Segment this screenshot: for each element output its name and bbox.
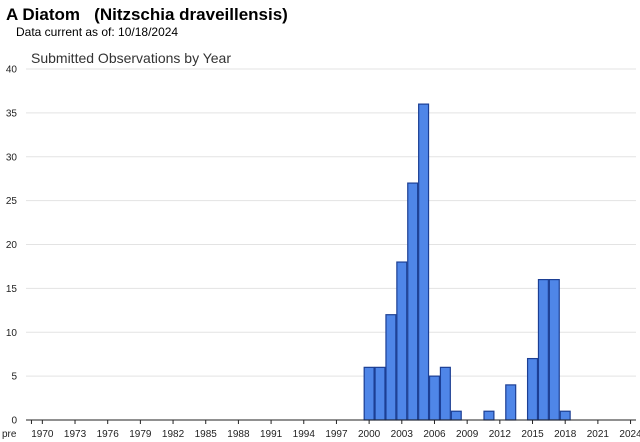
bar-2013 [505, 384, 517, 421]
bar-2006 [428, 375, 441, 421]
x-tick-label: 2009 [456, 429, 479, 440]
x-tick-label: 2021 [587, 429, 610, 440]
y-tick-label: 5 [11, 372, 17, 383]
bar-2017 [548, 279, 560, 421]
bar-2003 [396, 261, 408, 421]
x-tick-label: 1994 [293, 429, 316, 440]
x-tick-label: 2012 [489, 429, 512, 440]
bar-2007 [439, 366, 451, 421]
y-tick-label: 35 [6, 108, 18, 119]
x-axis-ticks: pre 1970 1973 1976 1979 1982 1985 1988 1991 1994 1… [2, 420, 640, 440]
y-axis-ticks: 0 5 10 15 20 25 30 35 40 [6, 65, 18, 427]
chart-title: Submitted Observations by Year [31, 50, 231, 66]
bar-2011 [483, 410, 495, 421]
bar-2008 [450, 410, 462, 421]
bar-2018 [559, 410, 571, 421]
x-tick-label: 2003 [391, 429, 414, 440]
x-tick-label: 2024 [619, 429, 640, 440]
chart-bars [363, 103, 571, 421]
x-tick-label: 1976 [97, 429, 120, 440]
bar-2000 [363, 366, 375, 421]
x-tick-label: 2018 [554, 429, 577, 440]
bar-2005 [418, 103, 430, 421]
bar-2001 [374, 366, 386, 421]
bar-2002 [385, 314, 397, 421]
x-tick-label: 1991 [260, 429, 283, 440]
data-current-date: Data current as of: 10/18/2024 [16, 25, 179, 39]
y-tick-label: 25 [6, 196, 18, 207]
bar-2015 [526, 357, 539, 421]
x-tick-label: pre [2, 429, 17, 440]
page-title: A Diatom (Nitzschia draveillensis) [6, 5, 288, 24]
x-tick-label: 1979 [129, 429, 152, 440]
x-tick-label: 1988 [227, 429, 250, 440]
y-tick-label: 30 [6, 152, 18, 163]
x-tick-label: 1982 [162, 429, 185, 440]
x-tick-label: 2006 [423, 429, 446, 440]
y-tick-label: 10 [6, 328, 18, 339]
y-tick-label: 40 [6, 65, 18, 76]
chart-gridlines [26, 68, 636, 377]
y-tick-label: 0 [11, 416, 17, 427]
y-tick-label: 15 [6, 284, 18, 295]
x-tick-label: 2000 [358, 429, 381, 440]
bar-2004 [407, 182, 419, 421]
x-tick-label: 1985 [195, 429, 218, 440]
y-tick-label: 20 [6, 240, 18, 251]
x-tick-label: 1997 [325, 429, 348, 440]
x-tick-label: 2015 [521, 429, 544, 440]
bar-2016 [537, 279, 549, 421]
x-tick-label: 1973 [64, 429, 87, 440]
x-tick-label: 1970 [31, 429, 54, 440]
